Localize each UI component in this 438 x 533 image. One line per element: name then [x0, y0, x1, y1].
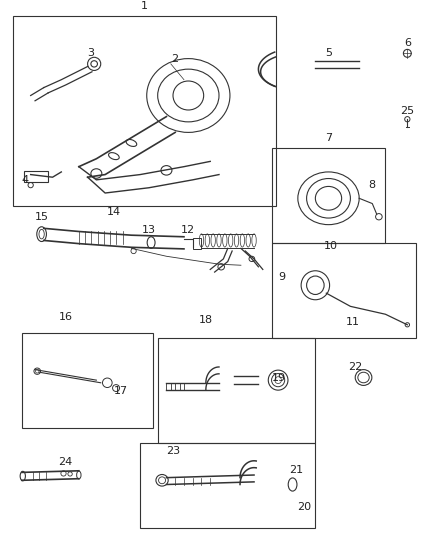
Bar [272, 243, 416, 338]
Bar [158, 338, 315, 443]
Text: 1: 1 [141, 1, 148, 11]
Text: 16: 16 [59, 312, 73, 322]
Text: 21: 21 [289, 465, 303, 475]
Bar [193, 238, 201, 249]
Text: 17: 17 [114, 386, 128, 395]
Text: 12: 12 [181, 225, 195, 235]
Text: 23: 23 [166, 446, 180, 456]
Text: 24: 24 [59, 457, 73, 467]
Text: 2: 2 [171, 54, 178, 63]
Text: 19: 19 [272, 373, 286, 383]
Text: 3: 3 [88, 49, 95, 58]
Bar [24, 171, 48, 182]
Text: 15: 15 [35, 212, 49, 222]
Bar [272, 148, 385, 243]
Bar [13, 17, 276, 206]
Text: 11: 11 [346, 317, 360, 327]
Text: 25: 25 [400, 106, 414, 116]
Text: 18: 18 [199, 315, 213, 325]
Text: 4: 4 [22, 175, 29, 185]
Text: 8: 8 [368, 180, 375, 190]
Bar [140, 443, 315, 528]
Text: 7: 7 [325, 133, 332, 143]
Text: 5: 5 [325, 49, 332, 58]
Text: 14: 14 [107, 207, 121, 217]
Text: 13: 13 [142, 225, 156, 235]
Text: 9: 9 [278, 272, 285, 282]
Text: 10: 10 [324, 241, 338, 251]
Text: 22: 22 [348, 362, 362, 372]
Text: 6: 6 [404, 38, 411, 48]
Text: 20: 20 [297, 502, 311, 512]
Bar [22, 333, 153, 427]
